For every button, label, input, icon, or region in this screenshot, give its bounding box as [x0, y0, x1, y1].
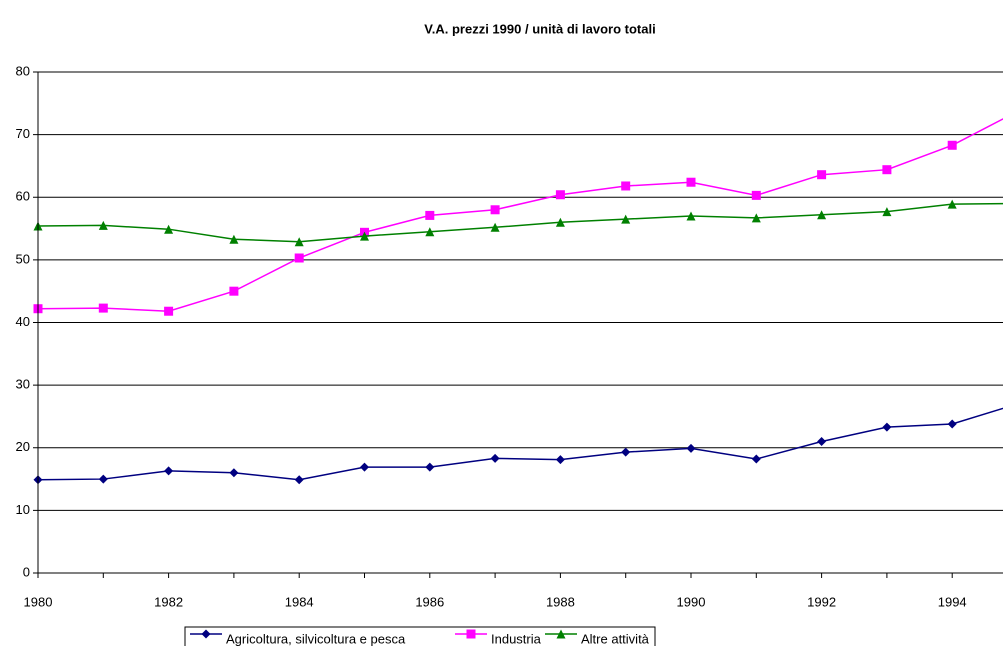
- y-tick-label: 0: [23, 564, 30, 579]
- legend-label: Altre attività: [581, 631, 650, 646]
- plot-area: [33, 71, 1003, 578]
- data-point: [621, 214, 631, 224]
- data-point: [360, 231, 369, 241]
- chart-title: V.A. prezzi 1990 / unità di lavoro total…: [424, 21, 655, 36]
- data-point: [490, 453, 500, 463]
- data-point: [425, 462, 435, 472]
- data-point: [817, 210, 827, 220]
- series-line: [37, 118, 1003, 312]
- data-point: [686, 443, 696, 453]
- legend-marker: [556, 629, 566, 639]
- data-point: [490, 222, 500, 232]
- data-point: [947, 419, 957, 429]
- data-point: [98, 303, 108, 313]
- data-point: [882, 207, 892, 217]
- data-point: [425, 210, 435, 220]
- y-tick-label: 70: [16, 126, 30, 141]
- data-point: [229, 468, 239, 478]
- data-point: [751, 454, 761, 464]
- y-tick-label: 50: [16, 251, 30, 266]
- x-tick-label: 1988: [546, 594, 575, 609]
- y-tick-label: 80: [16, 63, 30, 78]
- x-tick-label: 1992: [807, 594, 836, 609]
- x-tick-label: 1980: [24, 594, 53, 609]
- data-point: [229, 234, 239, 244]
- legend: Agricoltura, silvicoltura e pesca Industr…: [184, 626, 656, 646]
- data-point: [882, 422, 892, 432]
- data-point: [882, 165, 892, 175]
- data-point: [425, 227, 435, 237]
- data-point: [555, 217, 565, 227]
- y-tick-label: 60: [16, 189, 30, 204]
- data-point: [947, 199, 957, 209]
- legend-box: [184, 626, 656, 646]
- data-point: [555, 455, 565, 465]
- data-point: [817, 170, 827, 180]
- y-tick-label: 10: [16, 502, 30, 517]
- data-point: [621, 447, 631, 457]
- legend-label: Industria: [491, 631, 542, 646]
- data-point: [555, 190, 565, 200]
- data-point: [686, 177, 696, 187]
- legend-marker: [201, 629, 211, 639]
- x-tick-label: 1982: [154, 594, 183, 609]
- data-point: [164, 466, 174, 476]
- data-point: [817, 436, 827, 446]
- x-tick-label: 1986: [415, 594, 444, 609]
- data-point: [229, 286, 239, 296]
- legend-label: Agricoltura, silvicoltura e pesca: [226, 631, 406, 646]
- legend-marker: [466, 629, 476, 639]
- data-point: [294, 237, 304, 247]
- data-point: [751, 190, 761, 200]
- x-tick-label: 1984: [285, 594, 314, 609]
- data-point: [686, 211, 696, 221]
- data-point: [490, 205, 500, 215]
- y-tick-label: 30: [16, 377, 30, 392]
- y-tick-label: 20: [16, 439, 30, 454]
- data-point: [164, 306, 174, 316]
- data-point: [947, 140, 957, 150]
- series-line: [37, 407, 1003, 481]
- data-point: [751, 213, 761, 223]
- y-tick-label: 40: [16, 314, 30, 329]
- data-point: [98, 220, 108, 230]
- data-point: [621, 181, 631, 191]
- data-point: [294, 475, 304, 485]
- x-tick-label: 1990: [677, 594, 706, 609]
- x-tick-label: 1994: [938, 594, 967, 609]
- series-line: [37, 202, 1003, 243]
- data-point: [360, 462, 369, 472]
- data-point: [164, 224, 174, 234]
- data-point: [98, 474, 108, 484]
- data-point: [294, 253, 304, 263]
